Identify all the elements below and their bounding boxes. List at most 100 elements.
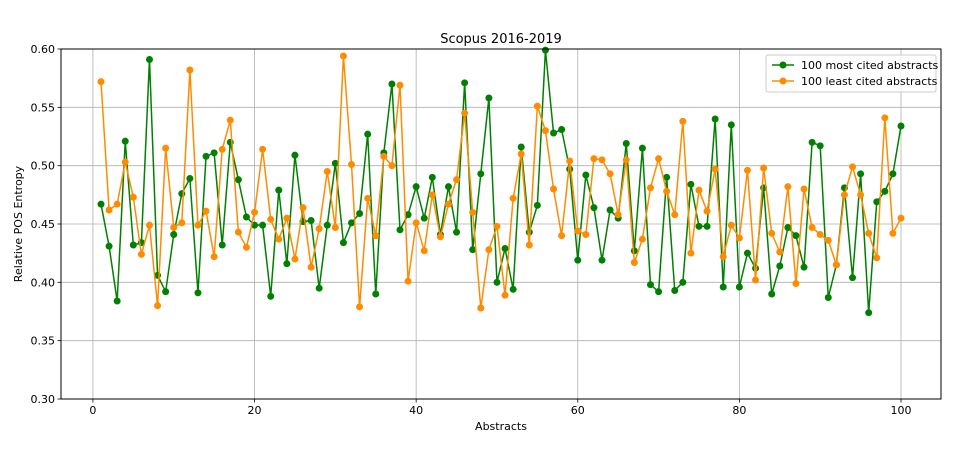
- data-point: [792, 280, 800, 287]
- data-point: [348, 219, 356, 227]
- data-point: [461, 79, 469, 87]
- data-point: [711, 115, 719, 123]
- data-point: [816, 231, 824, 238]
- data-point: [299, 204, 307, 212]
- data-point: [315, 225, 323, 233]
- data-point: [178, 190, 186, 198]
- data-point: [832, 261, 840, 269]
- data-point: [251, 208, 259, 216]
- data-point: [849, 274, 857, 282]
- data-point: [776, 248, 784, 256]
- data-point: [808, 138, 816, 146]
- data-point: [493, 222, 501, 230]
- data-point: [655, 155, 663, 163]
- data-point: [121, 158, 129, 166]
- legend-label-least-cited: 100 least cited abstracts: [801, 75, 938, 88]
- data-point: [638, 144, 646, 152]
- data-point: [404, 277, 412, 285]
- data-point: [226, 116, 234, 124]
- data-point: [323, 221, 331, 229]
- data-point: [364, 130, 372, 138]
- data-point: [356, 210, 364, 217]
- data-point: [590, 204, 598, 212]
- data-point: [396, 81, 404, 89]
- data-point: [582, 171, 590, 179]
- data-point: [331, 159, 339, 167]
- data-point: [162, 144, 170, 152]
- data-point: [525, 241, 533, 249]
- data-point: [339, 239, 347, 247]
- data-point: [267, 215, 275, 223]
- legend-label-most-cited: 100 most cited abstracts: [801, 59, 939, 72]
- data-point: [719, 283, 727, 291]
- data-point: [865, 309, 873, 317]
- data-point: [889, 170, 897, 178]
- data-point: [485, 246, 493, 254]
- data-point: [137, 250, 145, 258]
- data-point: [444, 200, 452, 208]
- y-tick-label: 0.30: [31, 393, 56, 406]
- data-point: [291, 151, 299, 159]
- data-point: [840, 191, 848, 199]
- data-point: [671, 211, 679, 219]
- data-point: [380, 152, 388, 160]
- data-point: [105, 242, 113, 250]
- data-point: [275, 235, 283, 243]
- data-point: [242, 213, 250, 221]
- data-point: [186, 175, 194, 182]
- data-point: [194, 221, 202, 229]
- data-point: [469, 246, 477, 254]
- data-point: [396, 226, 404, 234]
- data-point: [501, 245, 509, 252]
- data-point: [679, 117, 687, 125]
- data-point: [162, 288, 170, 296]
- data-point: [655, 288, 663, 296]
- x-tick-label: 20: [248, 404, 262, 417]
- data-point: [372, 290, 380, 298]
- data-point: [97, 78, 105, 86]
- data-point: [752, 264, 760, 272]
- data-point: [234, 176, 242, 184]
- data-point: [743, 166, 751, 174]
- data-point: [121, 137, 129, 145]
- data-point: [404, 211, 412, 219]
- data-point: [865, 229, 873, 237]
- data-point: [784, 183, 792, 191]
- data-point: [388, 162, 396, 170]
- data-point: [420, 214, 428, 222]
- data-point: [420, 247, 428, 255]
- data-point: [703, 207, 711, 215]
- data-point: [566, 157, 574, 165]
- data-point: [816, 142, 824, 150]
- data-point: [154, 302, 162, 310]
- legend-box: [765, 54, 937, 93]
- y-tick-label: 0.55: [31, 101, 56, 114]
- data-point: [533, 201, 541, 209]
- data-point: [800, 185, 808, 193]
- data-point: [743, 249, 751, 257]
- data-point: [218, 145, 226, 153]
- data-point: [251, 221, 259, 229]
- data-point: [218, 241, 226, 249]
- data-point: [719, 253, 727, 261]
- data-point: [291, 255, 299, 263]
- data-point: [202, 207, 210, 215]
- data-point: [170, 231, 178, 238]
- legend: 100 most cited abstracts 100 least cited…: [765, 54, 939, 93]
- legend-entry-least-cited: 100 least cited abstracts: [772, 75, 938, 88]
- data-point: [687, 180, 695, 188]
- data-point: [703, 222, 711, 230]
- data-point: [145, 56, 153, 63]
- y-axis-label: Relative POS Entropy: [12, 165, 25, 282]
- data-point: [582, 231, 590, 238]
- data-point: [509, 285, 517, 293]
- data-point: [630, 259, 638, 266]
- y-tick-label: 0.60: [31, 43, 56, 56]
- data-point: [574, 227, 582, 235]
- data-point: [800, 263, 808, 271]
- data-point: [210, 253, 218, 261]
- data-point: [275, 186, 283, 194]
- data-point: [541, 127, 549, 135]
- data-point: [364, 194, 372, 202]
- data-point: [646, 184, 654, 192]
